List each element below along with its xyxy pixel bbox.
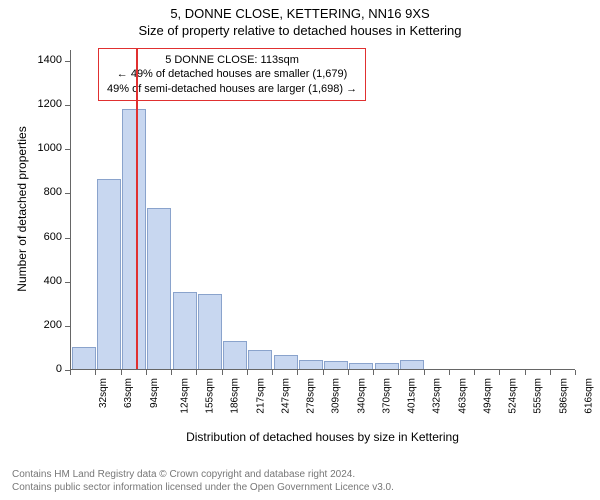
histogram-bar (349, 363, 373, 369)
histogram-bar (248, 350, 272, 369)
histogram-bar (274, 355, 298, 369)
y-tick-label: 1400 (38, 54, 62, 66)
histogram-bar (223, 341, 247, 369)
x-tick-label: 463sqm (457, 378, 468, 414)
x-tick-label: 94sqm (149, 378, 160, 408)
histogram-bar (299, 360, 323, 369)
y-tick-label: 800 (44, 186, 62, 198)
page-title-address: 5, DONNE CLOSE, KETTERING, NN16 9XS (0, 6, 600, 21)
x-tick-label: 370sqm (381, 378, 392, 414)
y-tick-label: 400 (44, 275, 62, 287)
histogram-bar (122, 109, 146, 369)
x-tick-label: 616sqm (583, 378, 594, 414)
y-tick-label: 600 (44, 231, 62, 243)
x-tick-label: 432sqm (432, 378, 443, 414)
x-tick-label: 494sqm (482, 378, 493, 414)
x-tick-label: 340sqm (356, 378, 367, 414)
x-tick-label: 309sqm (331, 378, 342, 414)
histogram-bar (173, 292, 197, 369)
x-tick-label: 586sqm (558, 378, 569, 414)
x-tick-label: 524sqm (508, 378, 519, 414)
x-tick-label: 555sqm (533, 378, 544, 414)
x-tick-label: 401sqm (407, 378, 418, 414)
footer-attribution: Contains HM Land Registry data © Crown c… (12, 468, 394, 494)
x-tick-label: 278sqm (306, 378, 317, 414)
y-tick-label: 200 (44, 319, 62, 331)
y-tick-label: 1000 (38, 142, 62, 154)
histogram-bar (324, 361, 348, 369)
x-tick-label: 32sqm (98, 378, 109, 408)
histogram-bar (72, 347, 96, 369)
histogram-bar (147, 208, 171, 369)
property-marker-line (136, 49, 138, 369)
histogram-bar (198, 294, 222, 369)
x-tick-label: 63sqm (123, 378, 134, 408)
x-tick-label: 124sqm (179, 378, 190, 414)
x-axis-label: Distribution of detached houses by size … (70, 430, 575, 444)
x-tick-label: 155sqm (205, 378, 216, 414)
y-axis-label: Number of detached properties (15, 109, 29, 309)
y-tick-label: 0 (56, 363, 62, 375)
x-tick-label: 186sqm (230, 378, 241, 414)
chart-plot-area (70, 50, 575, 370)
histogram-bar (375, 363, 399, 369)
footer-line2: Contains public sector information licen… (12, 481, 394, 494)
y-tick-label: 1200 (38, 98, 62, 110)
histogram-bar (97, 179, 121, 369)
footer-line1: Contains HM Land Registry data © Crown c… (12, 468, 394, 481)
x-tick-label: 247sqm (280, 378, 291, 414)
histogram-bar (400, 360, 424, 369)
x-tick-label: 217sqm (255, 378, 266, 414)
page-title-sub: Size of property relative to detached ho… (0, 23, 600, 38)
